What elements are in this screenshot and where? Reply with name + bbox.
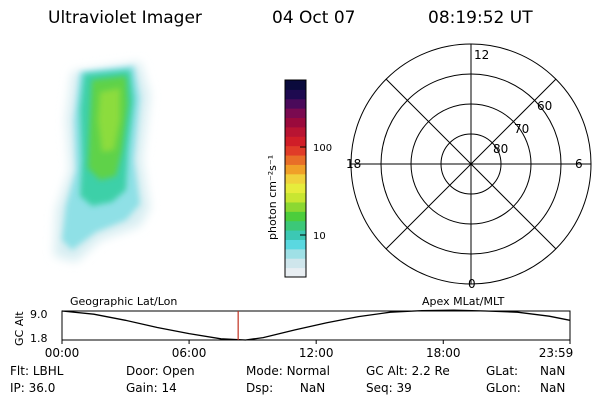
colorbar-cell <box>285 183 306 194</box>
colorbar-cell <box>285 239 306 250</box>
mlt-label-noon: 12 <box>474 48 489 62</box>
auroral-image <box>54 62 150 262</box>
timeline-x-tick-label: 12:00 <box>299 346 334 360</box>
glat-label: GLat: <box>486 364 519 378</box>
glon-field: GLon: <box>486 381 521 395</box>
colorbar-cell <box>285 267 306 278</box>
colorbar-cell <box>285 164 306 175</box>
ip-label: IP: <box>10 381 25 395</box>
glon-value: NaN <box>540 381 566 395</box>
mode-field: Mode: Normal <box>246 364 330 378</box>
colorbar-cell <box>285 108 306 119</box>
timeline-x-tick-label: 18:00 <box>426 346 461 360</box>
mlat-label-60: 60 <box>537 99 552 113</box>
glat-value: NaN <box>540 364 566 378</box>
auroral-bright <box>98 88 120 152</box>
seq-value: 39 <box>396 381 412 395</box>
colorbar-unit-label: photon cm⁻²s⁻¹ <box>266 155 279 240</box>
gain-label: Gain: <box>126 381 158 395</box>
polar-diagonal-2 <box>385 78 557 250</box>
colorbar-cell <box>285 155 306 165</box>
mode-value: Normal <box>286 364 330 378</box>
gc-alt-field: GC Alt: 2.2 Re <box>366 364 450 378</box>
colorbar-cell <box>285 173 306 184</box>
timeline-y-tick-max: 9.0 <box>30 308 48 321</box>
door-label: Door: <box>126 364 159 378</box>
colorbar-cell <box>285 258 306 269</box>
glon-label: GLon: <box>486 381 521 395</box>
mlat-label-70: 70 <box>514 122 529 136</box>
gain-value: 14 <box>161 381 177 395</box>
image-time: 08:19:52 UT <box>428 8 533 28</box>
mlt-label-dawn: 6 <box>575 157 583 171</box>
colorbar-cell <box>285 230 306 240</box>
timeline-x-tick-label: 06:00 <box>172 346 207 360</box>
colorbar: 100 10 photon cm⁻²s⁻¹ <box>266 79 332 278</box>
mlt-label-midnight: 0 <box>468 277 476 291</box>
seq-field: Seq: 39 <box>366 381 412 395</box>
altitude-timeline: Geographic Lat/Lon Apex MLat/MLT GC Alt … <box>13 295 573 360</box>
colorbar-cell <box>285 80 306 90</box>
polar-labels: 12 6 0 18 60 70 80 <box>346 48 583 291</box>
colorbar-tick-label-10: 10 <box>313 231 326 242</box>
dsp-field: Dsp: NaN <box>246 381 325 395</box>
dsp-value: NaN <box>299 381 326 395</box>
door-value: Open <box>162 364 195 378</box>
colorbar-cell <box>285 220 306 231</box>
polar-grid <box>350 43 592 285</box>
gc-alt-value: 2.2 Re <box>411 364 450 378</box>
mlat-label-80: 80 <box>493 142 508 156</box>
colorbar-cell <box>285 201 306 212</box>
mlt-label-dusk: 18 <box>346 157 361 171</box>
seq-label: Seq: <box>366 381 393 395</box>
timeline-y-label: GC Alt <box>13 311 26 346</box>
ip-field: IP: 36.0 <box>10 381 55 395</box>
colorbar-frame <box>284 79 307 278</box>
glat-field: GLat: <box>486 364 518 378</box>
colorbar-cell <box>285 98 306 109</box>
colorbar-cell <box>285 145 306 156</box>
colorbar-cell <box>285 211 306 222</box>
colorbar-cell <box>285 136 306 147</box>
gain-field: Gain: 14 <box>126 381 177 395</box>
filter-label: Flt: <box>10 364 29 378</box>
filter-field: Flt: LBHL <box>10 364 63 378</box>
timeline-x-tick-label: 00:00 <box>45 346 80 360</box>
door-field: Door: Open <box>126 364 195 378</box>
timeline-left-title: Geographic Lat/Lon <box>70 295 177 308</box>
ip-value: 36.0 <box>28 381 56 395</box>
colorbar-tick-label-100: 100 <box>313 143 332 154</box>
timeline-y-tick-min: 1.8 <box>30 332 48 345</box>
colorbar-cell <box>285 117 306 128</box>
colorbar-cell <box>285 126 306 137</box>
gc-alt-label: GC Alt: <box>366 364 408 378</box>
mode-label: Mode: <box>246 364 283 378</box>
image-date: 04 Oct 07 <box>272 8 356 28</box>
altitude-curve <box>61 309 571 341</box>
filter-value: LBHL <box>32 364 64 378</box>
colorbar-cell <box>285 192 306 203</box>
instrument-title: Ultraviolet Imager <box>48 8 202 28</box>
dsp-label: Dsp: <box>246 381 274 395</box>
timeline-x-tick-label: 23:59 <box>539 346 574 360</box>
colorbar-cell <box>285 248 306 259</box>
colorbar-cell <box>285 89 306 100</box>
timeline-right-title: Apex MLat/MLT <box>422 295 505 308</box>
